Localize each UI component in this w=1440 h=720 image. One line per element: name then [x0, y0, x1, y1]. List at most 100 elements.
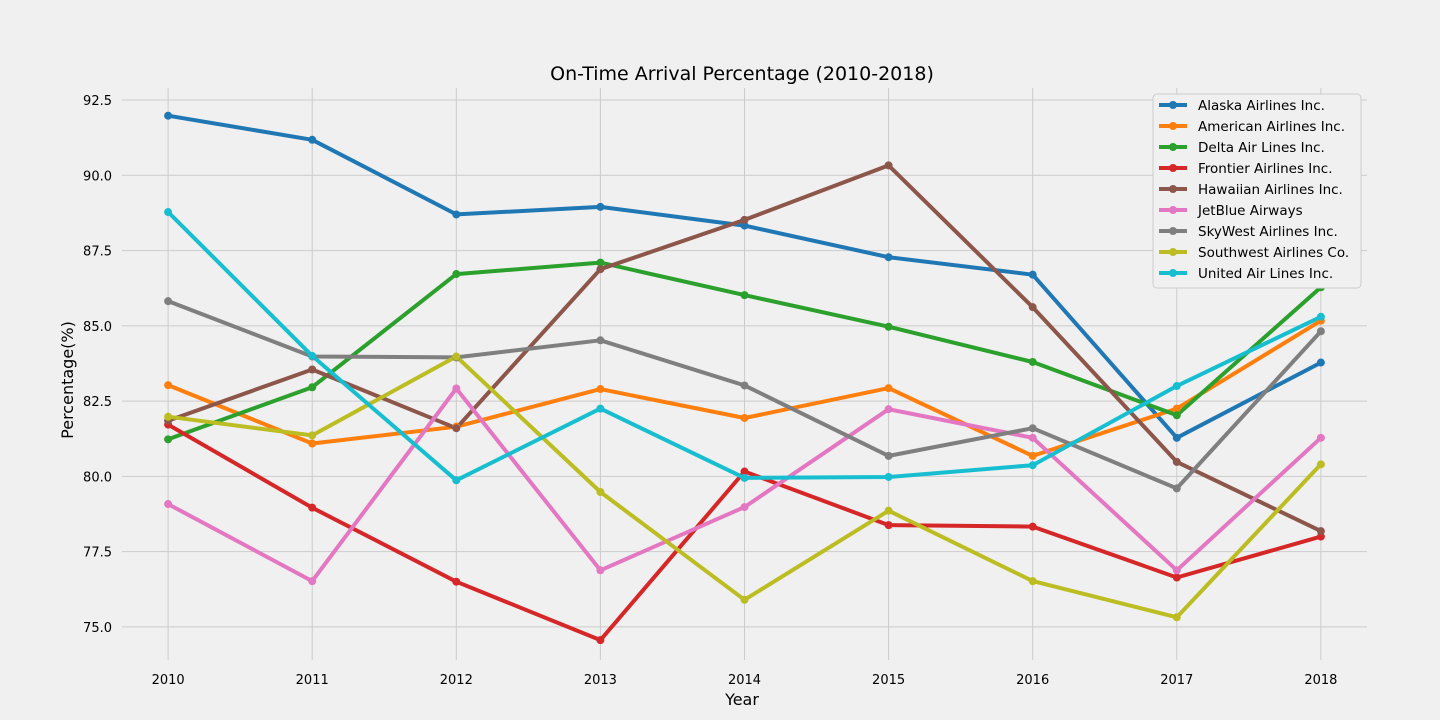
x-tick-label: 2017 [1160, 673, 1193, 688]
y-axis-label: Percentage(%) [58, 321, 77, 439]
x-axis-label: Year [724, 690, 759, 709]
x-tick-label: 2014 [728, 673, 761, 688]
legend-label: JetBlue Airways [1197, 203, 1303, 219]
data-point [1316, 433, 1325, 442]
data-point [596, 265, 605, 274]
data-point [1172, 404, 1181, 413]
data-point [1028, 424, 1037, 433]
data-point [1172, 566, 1181, 575]
x-tick-label: 2018 [1304, 673, 1337, 688]
y-tick-label: 80.0 [83, 470, 112, 485]
data-point [1172, 433, 1181, 442]
data-point [596, 202, 605, 211]
data-point [740, 595, 749, 604]
data-point [1028, 270, 1037, 279]
data-point [884, 472, 893, 481]
data-point [884, 384, 893, 393]
legend: Alaska Airlines Inc. American Airlines In… [1152, 93, 1362, 289]
legend-label: Delta Air Lines Inc. [1198, 140, 1325, 156]
series-points [164, 111, 1325, 645]
data-point [1028, 461, 1037, 470]
legend-label: American Airlines Inc. [1198, 119, 1345, 135]
data-point [884, 451, 893, 460]
data-point [1172, 484, 1181, 493]
y-tick-label: 92.5 [83, 94, 112, 109]
y-tick-label: 77.5 [83, 546, 112, 561]
data-point [1172, 411, 1181, 420]
data-point [740, 291, 749, 300]
data-point [596, 258, 605, 267]
legend-marker [1169, 122, 1177, 130]
data-point [1028, 451, 1037, 460]
data-point [884, 405, 893, 414]
data-point [452, 577, 461, 586]
x-tick-label: 2015 [872, 673, 905, 688]
legend-label: Southwest Airlines Co. [1198, 245, 1349, 261]
legend-marker [1169, 248, 1177, 256]
legend-marker [1169, 269, 1177, 277]
x-tick-label: 2012 [440, 673, 473, 688]
data-point [164, 435, 173, 444]
data-point [1028, 357, 1037, 366]
data-point [740, 473, 749, 482]
data-point [164, 381, 173, 390]
y-tick-label: 85.0 [83, 320, 112, 335]
legend-marker [1169, 227, 1177, 235]
legend-label: Alaska Airlines Inc. [1198, 98, 1325, 114]
data-point [308, 351, 317, 360]
legend-label: Frontier Airlines Inc. [1198, 161, 1333, 177]
data-point [308, 365, 317, 374]
data-point [308, 431, 317, 440]
data-point [1172, 573, 1181, 582]
x-axis-ticks: 2010 2011 2012 2013 2014 2015 2016 2017 2018 [152, 673, 1338, 688]
data-point [1316, 358, 1325, 367]
x-tick-label: 2013 [584, 673, 617, 688]
grid-lines [122, 88, 1367, 660]
data-point [452, 210, 461, 219]
data-point [884, 322, 893, 331]
data-point [740, 467, 749, 476]
data-point [308, 135, 317, 144]
y-tick-label: 75.0 [83, 621, 112, 636]
data-point [1316, 527, 1325, 536]
legend-marker [1169, 206, 1177, 214]
chart-title: On-Time Arrival Percentage (2010-2018) [550, 63, 934, 85]
data-point [452, 476, 461, 485]
data-point [1172, 382, 1181, 391]
data-point [308, 383, 317, 392]
data-point [1028, 433, 1037, 442]
data-point [164, 500, 173, 509]
data-point [884, 161, 893, 170]
data-point [884, 521, 893, 530]
data-point [1316, 312, 1325, 321]
data-point [884, 253, 893, 262]
x-tick-label: 2011 [296, 673, 329, 688]
legend-marker [1169, 185, 1177, 193]
data-point [596, 488, 605, 497]
data-point [740, 221, 749, 230]
y-tick-label: 87.5 [83, 245, 112, 260]
legend-box [1152, 93, 1362, 289]
data-point [452, 384, 461, 393]
data-point [1172, 613, 1181, 622]
data-point [740, 413, 749, 422]
data-point [596, 566, 605, 575]
data-point [308, 439, 317, 448]
data-point [164, 412, 173, 421]
x-tick-label: 2016 [1016, 673, 1049, 688]
data-point [164, 208, 173, 217]
data-point [1028, 522, 1037, 531]
legend-marker [1169, 143, 1177, 151]
data-point [596, 636, 605, 645]
data-point [740, 381, 749, 390]
legend-label: SkyWest Airlines Inc. [1198, 224, 1338, 240]
data-point [740, 215, 749, 224]
data-point [596, 336, 605, 345]
x-tick-label: 2010 [152, 673, 185, 688]
data-point [1316, 460, 1325, 469]
data-point [164, 297, 173, 306]
data-point [308, 503, 317, 512]
data-point [452, 352, 461, 361]
legend-marker [1169, 101, 1177, 109]
